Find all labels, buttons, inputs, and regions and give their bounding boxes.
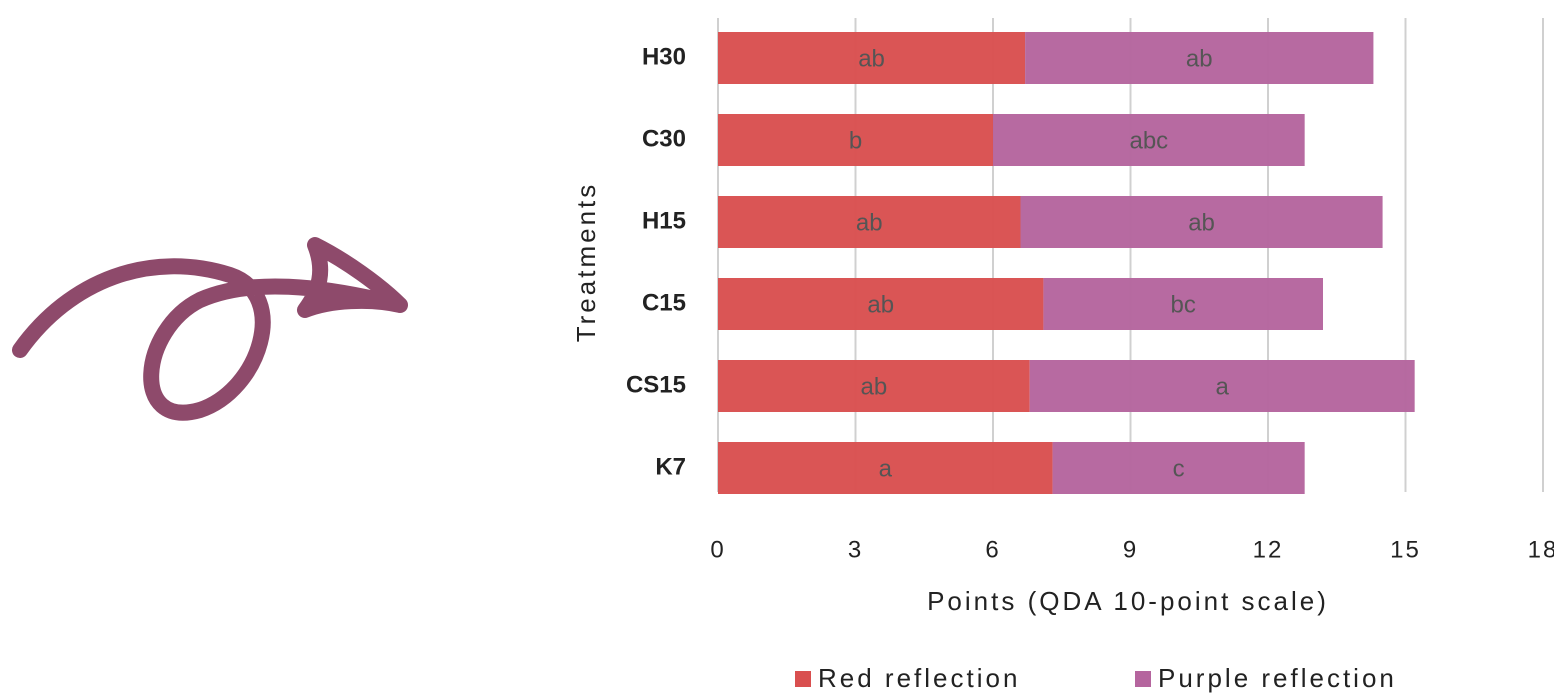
value-label: ab bbox=[867, 291, 894, 318]
bar-segment bbox=[718, 114, 993, 166]
value-label: ab bbox=[856, 209, 883, 236]
y-tick-label: C30 bbox=[642, 125, 686, 152]
bar-segment bbox=[1025, 32, 1374, 84]
y-axis-title: Treatments bbox=[571, 182, 601, 343]
x-tick-label: 0 bbox=[710, 536, 725, 563]
y-tick-label: H30 bbox=[642, 43, 686, 70]
bar-segment bbox=[993, 114, 1305, 166]
y-tick-label: C15 bbox=[642, 289, 686, 316]
value-label: ab bbox=[1186, 45, 1213, 72]
legend-label: Red reflection bbox=[818, 663, 1020, 693]
legend-swatch bbox=[1135, 671, 1151, 687]
y-tick-label: CS15 bbox=[626, 371, 686, 398]
x-tick-label: 6 bbox=[985, 536, 1000, 563]
decorative-arrow bbox=[12, 237, 408, 421]
bar-segment bbox=[718, 196, 1021, 248]
bar-segment bbox=[718, 278, 1044, 330]
x-axis-title: Points (QDA 10-point scale) bbox=[927, 586, 1329, 616]
value-label: ab bbox=[858, 45, 885, 72]
legend-label: Purple reflection bbox=[1158, 663, 1397, 693]
value-label: b bbox=[849, 127, 862, 154]
bar-segment bbox=[1043, 278, 1323, 330]
x-tick-label: 15 bbox=[1390, 536, 1421, 563]
x-tick-label: 12 bbox=[1253, 536, 1284, 563]
value-label: ab bbox=[860, 373, 887, 400]
legend-swatch bbox=[795, 671, 811, 687]
bar-segment bbox=[1020, 196, 1383, 248]
bar-segment bbox=[718, 32, 1026, 84]
bar-segment bbox=[1052, 442, 1305, 494]
value-label: c bbox=[1173, 455, 1185, 482]
bar-segment bbox=[718, 442, 1053, 494]
value-label: bc bbox=[1171, 291, 1196, 318]
x-tick-label: 9 bbox=[1123, 536, 1138, 563]
x-tick-label: 3 bbox=[848, 536, 863, 563]
value-label: ab bbox=[1188, 209, 1215, 236]
bar-segment bbox=[718, 360, 1030, 412]
value-label: a bbox=[879, 455, 893, 482]
y-tick-label: H15 bbox=[642, 207, 686, 234]
x-tick-label: 18 bbox=[1528, 536, 1554, 563]
value-label: a bbox=[1215, 373, 1229, 400]
value-label: abc bbox=[1129, 127, 1168, 154]
bar-segment bbox=[1029, 360, 1415, 412]
y-tick-label: K7 bbox=[655, 453, 686, 480]
